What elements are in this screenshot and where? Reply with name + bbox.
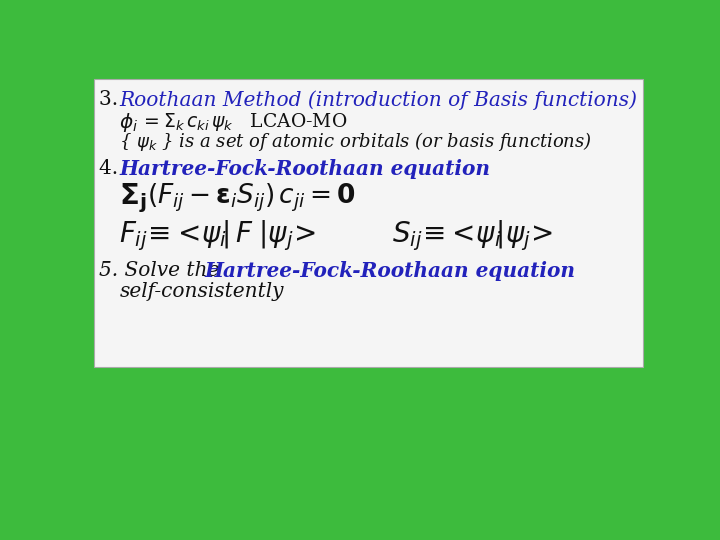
FancyBboxPatch shape (94, 79, 642, 367)
Text: $\phi_i$: $\phi_i$ (120, 111, 138, 134)
Text: Hartree-Fock-Roothaan equation: Hartree-Fock-Roothaan equation (204, 261, 576, 281)
Text: $F_{ij} \!\equiv\! <\!\psi_i\!|\, F\; |\psi_j\!>$: $F_{ij} \!\equiv\! <\!\psi_i\!|\, F\; |\… (120, 219, 316, 253)
Text: self-consistently: self-consistently (120, 282, 284, 301)
Text: $S_{ij} \!\equiv\! <\!\psi_i\!|\psi_j\!>$: $S_{ij} \!\equiv\! <\!\psi_i\!|\psi_j\!>… (392, 219, 553, 253)
Text: { $\psi_k$ } is a set of atomic orbitals (or basis functions): { $\psi_k$ } is a set of atomic orbitals… (120, 130, 593, 153)
Text: 4.: 4. (99, 159, 125, 178)
Text: $\mathbf{\Sigma_j}$: $\mathbf{\Sigma_j}$ (120, 182, 147, 215)
Text: $= \Sigma_k\, c_{ki}\, \psi_k$   LCAO-MO: $= \Sigma_k\, c_{ki}\, \psi_k$ LCAO-MO (140, 111, 347, 133)
Text: Roothaan Method (introduction of Basis functions): Roothaan Method (introduction of Basis f… (120, 90, 637, 110)
Text: $( F_{ij} - \boldsymbol{\varepsilon}_i S_{ij} )\, c_{ji} = \mathbf{0}$: $( F_{ij} - \boldsymbol{\varepsilon}_i S… (148, 182, 356, 214)
Text: 3.: 3. (99, 90, 125, 109)
Text: 5. Solve the: 5. Solve the (99, 261, 226, 280)
Text: Hartree-Fock-Roothaan equation: Hartree-Fock-Roothaan equation (120, 159, 490, 179)
